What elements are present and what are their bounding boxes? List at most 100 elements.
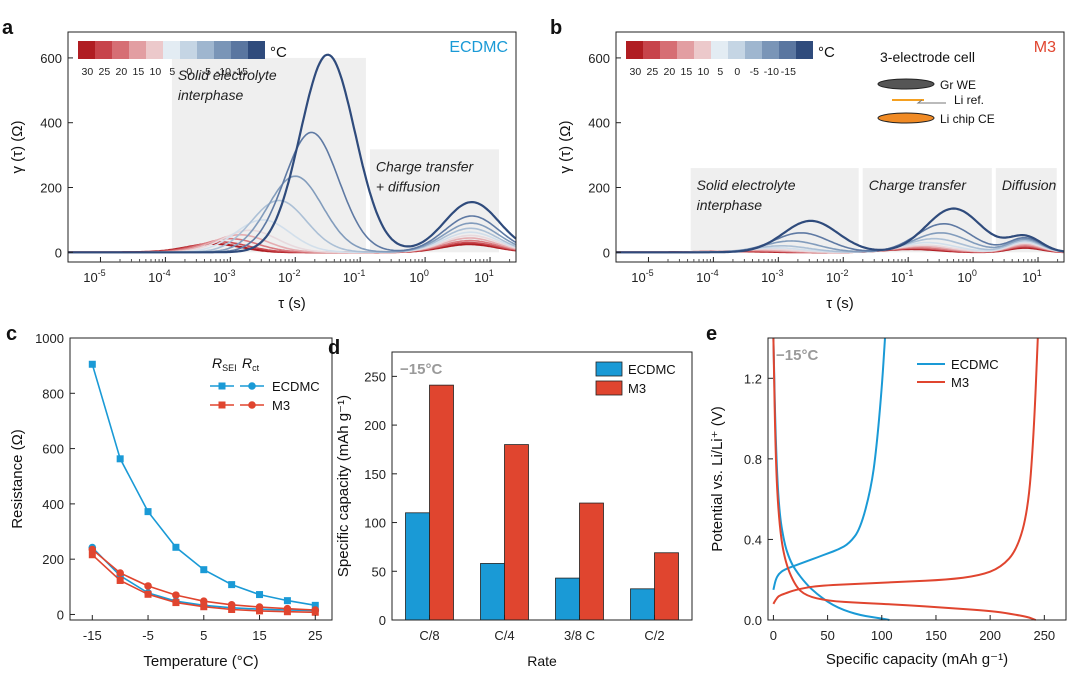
- x-tick-exponent: -3: [228, 268, 236, 278]
- bar-ECDMC-C/2: [630, 588, 655, 621]
- chart-panel-d: d C/8 C/4 3/8 C C/2 0 50 100 150 200 250 Rate Specif…: [328, 337, 693, 669]
- y-axis-label: Potential vs. Li/Li⁺ (V): [709, 406, 726, 551]
- panel-e-label: e: [706, 323, 717, 345]
- data-point: [172, 591, 180, 599]
- x-tick-label: 10-2: [826, 268, 848, 285]
- legend-header-subscript: ct: [252, 363, 260, 373]
- temp-tick-label: 10: [698, 66, 710, 78]
- series-line-ECDMC-charge: [772, 337, 886, 591]
- x-tick-label: 5: [200, 628, 207, 643]
- y-tick-label: 250: [364, 369, 386, 384]
- panel-c-label: c: [6, 323, 17, 345]
- plot-frame: [767, 337, 1067, 621]
- x-tick-label: 0: [770, 628, 777, 643]
- y-axis-label: γ (τ) (Ω): [9, 121, 26, 174]
- y-axis-label: γ (τ) (Ω): [557, 121, 574, 174]
- x-tick-exponent: -4: [711, 268, 719, 278]
- temp-swatch: [146, 41, 163, 59]
- series-line-M3-discharge: [772, 337, 1037, 621]
- data-point: [199, 597, 208, 605]
- temp-tick-label: 5: [169, 66, 175, 78]
- temp-swatch: [728, 41, 745, 59]
- data-point: [88, 360, 96, 368]
- temp-tick-label: -15: [233, 66, 248, 78]
- temp-tick-label: -10: [216, 66, 231, 78]
- temp-tick-label: 30: [82, 66, 94, 78]
- x-tick-label: 10-4: [148, 268, 170, 285]
- temperature-annotation: −15°C: [400, 361, 442, 378]
- temp-tick-label: 0: [186, 66, 192, 78]
- region-shade: [862, 168, 992, 253]
- x-tick-label: C/4: [494, 628, 514, 643]
- temp-tick-label: 15: [681, 66, 693, 78]
- panel-b-label: b: [550, 17, 562, 39]
- series-line--15C: [68, 53, 517, 254]
- temp-tick-label: 0: [734, 66, 740, 78]
- temp-tick-label: -5: [202, 66, 211, 78]
- data-point: [227, 600, 236, 609]
- data-point: [283, 604, 292, 613]
- temp-swatch: [214, 41, 231, 59]
- x-tick-exponent: -4: [163, 268, 171, 278]
- data-point: [311, 606, 320, 614]
- temp-swatch: [677, 41, 694, 59]
- x-tick-label: 100: [409, 268, 428, 285]
- temp-unit: °C: [270, 44, 287, 61]
- x-tick-label: 10-5: [83, 268, 105, 285]
- temp-swatch: [762, 41, 779, 59]
- data-point: [116, 455, 124, 463]
- y-axis-label: Resistance (Ω): [9, 429, 26, 529]
- bar-ECDMC-C/8: [405, 512, 430, 621]
- chart-panel-b: b Solid electrolyte interphase Charge trans…: [550, 17, 1065, 312]
- x-axis-label: Rate: [527, 653, 557, 669]
- x-tick-label: 101: [1022, 268, 1041, 285]
- temp-swatch: [95, 41, 112, 59]
- temp-swatch: [78, 41, 95, 59]
- x-tick-label: 10-5: [631, 268, 653, 285]
- legend-marker-square: [218, 401, 226, 409]
- li-chip-ce-icon: [877, 112, 935, 124]
- legend-marker-circle: [248, 382, 256, 390]
- y-tick-label: 400: [42, 497, 64, 512]
- legend-swatch: [595, 361, 623, 377]
- x-tick-exponent: -1: [357, 268, 365, 278]
- data-point: [172, 543, 180, 551]
- bar-ECDMC-C/4: [480, 563, 505, 621]
- chart-title: ECDMC: [449, 39, 508, 56]
- series-line--15C: [616, 207, 1065, 254]
- y-tick-label: 150: [364, 467, 386, 482]
- temp-swatch: [796, 41, 813, 59]
- series-line-M3-charge: [772, 337, 1039, 605]
- bar-M3-3/8 C: [579, 502, 604, 621]
- x-tick-label: 15: [252, 628, 266, 643]
- temp-swatch: [779, 41, 796, 59]
- legend-header-subscript: SEI: [222, 363, 237, 373]
- region-label: Diffusion: [1002, 177, 1057, 193]
- data-point: [256, 607, 264, 615]
- temp-tick-label: 20: [664, 66, 676, 78]
- x-tick-label: 10-1: [891, 268, 913, 285]
- x-tick-exponent: 1: [489, 268, 494, 278]
- data-point: [200, 566, 208, 574]
- x-tick-exponent: -5: [98, 268, 106, 278]
- y-tick-label: 0: [603, 245, 610, 260]
- region-label: Solid electrolyte: [178, 67, 277, 83]
- x-tick-label: 10-3: [213, 268, 235, 285]
- temp-tick-label: -10: [764, 66, 779, 78]
- data-point: [116, 569, 124, 577]
- y-tick-label: 200: [40, 180, 62, 195]
- x-tick-label: 100: [871, 628, 893, 643]
- x-tick-label: 50: [820, 628, 834, 643]
- region-label: interphase: [697, 197, 763, 213]
- cell-legend-title: 3-electrode cell: [880, 49, 975, 65]
- temp-swatch: [643, 41, 660, 59]
- legend-label: M3: [628, 381, 646, 396]
- temp-tick-label: 15: [133, 66, 145, 78]
- x-tick-exponent: 0: [424, 268, 429, 278]
- region-label: interphase: [178, 87, 244, 103]
- temp-tick-label: 25: [647, 66, 659, 78]
- x-tick-label: C/2: [644, 628, 664, 643]
- temp-swatch: [197, 41, 214, 59]
- y-tick-label: 0: [57, 607, 64, 622]
- data-point: [311, 601, 319, 609]
